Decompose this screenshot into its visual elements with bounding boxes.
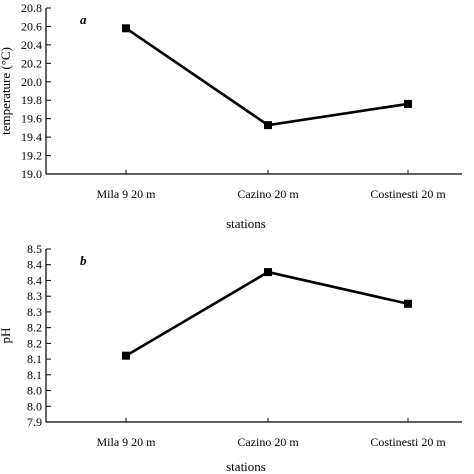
panel-b-data-point [264, 268, 272, 277]
panel-a-y-tick-label: 19.6 [21, 112, 42, 126]
panel-b-y-tick-label: 8.5 [27, 242, 42, 256]
panel-a-y-tick-label: 20.6 [21, 19, 42, 33]
panel-b-y-tick-label: 8.2 [27, 321, 42, 335]
panel-a-y-tick-label: 19.2 [21, 149, 42, 163]
panel-a-y-axis-title: temperature (°C) [0, 47, 13, 135]
panel-a-x-tick-label: Mila 9 20 m [97, 187, 157, 201]
panel-b-y-tick-label: 8.4 [27, 258, 42, 272]
panel-a-series-line [125, 27, 409, 127]
panel-a-y-tick-label: 19.0 [21, 167, 42, 181]
panel-b-x-tick-label: Cazino 20 m [237, 435, 299, 449]
panel-a-data-point [122, 24, 130, 33]
panel-b-y-tick-label: 8.3 [27, 289, 42, 303]
panel-a-data-point [264, 121, 272, 130]
panel-a-y-tick-label: 20.0 [21, 75, 42, 89]
panel-b-x-tick-label: Costinesti 20 m [370, 435, 446, 449]
panel-b-data-point [404, 299, 412, 308]
panel-b-y-tick-label: 8.0 [27, 384, 42, 398]
panel-b-y-tick-label: 8.2 [27, 336, 42, 350]
panel-a-y-tick-label: 20.2 [21, 56, 42, 70]
panel-a-data-point [404, 99, 412, 108]
panel-b-y-tick-label: 8.0 [27, 399, 42, 413]
panel-b-y-tick-label: 8.3 [27, 305, 42, 319]
panel-a-y-tick-label: 19.8 [21, 93, 42, 107]
panel-b-y-tick-label: 8.1 [27, 352, 42, 366]
panel-b-label: b [80, 253, 87, 268]
panel-b-data-point [122, 351, 130, 360]
panel-b-y-tick-label: 8.1 [27, 368, 42, 382]
panel-a-x-tick-label: Costinesti 20 m [370, 187, 446, 201]
panel-a-label: a [80, 12, 87, 27]
panel-a-x-axis-title: stations [226, 216, 266, 231]
panel-b-y-tick-label: 7.9 [27, 415, 42, 429]
panel-b-y-axis-title: pH [0, 328, 13, 344]
panel-a-y-tick-label: 19.4 [21, 130, 42, 144]
panel-a-y-tick-label: 20.8 [21, 1, 42, 15]
panel-a-x-tick-label: Cazino 20 m [237, 187, 299, 201]
panel-b-x-tick-label: Mila 9 20 m [97, 435, 157, 449]
panel-a-y-tick-label: 20.4 [21, 38, 42, 52]
panel-b-y-tick-label: 8.4 [27, 273, 42, 287]
panel-b-series-line [125, 270, 409, 357]
panel-b-x-axis-title: stations [226, 459, 266, 474]
